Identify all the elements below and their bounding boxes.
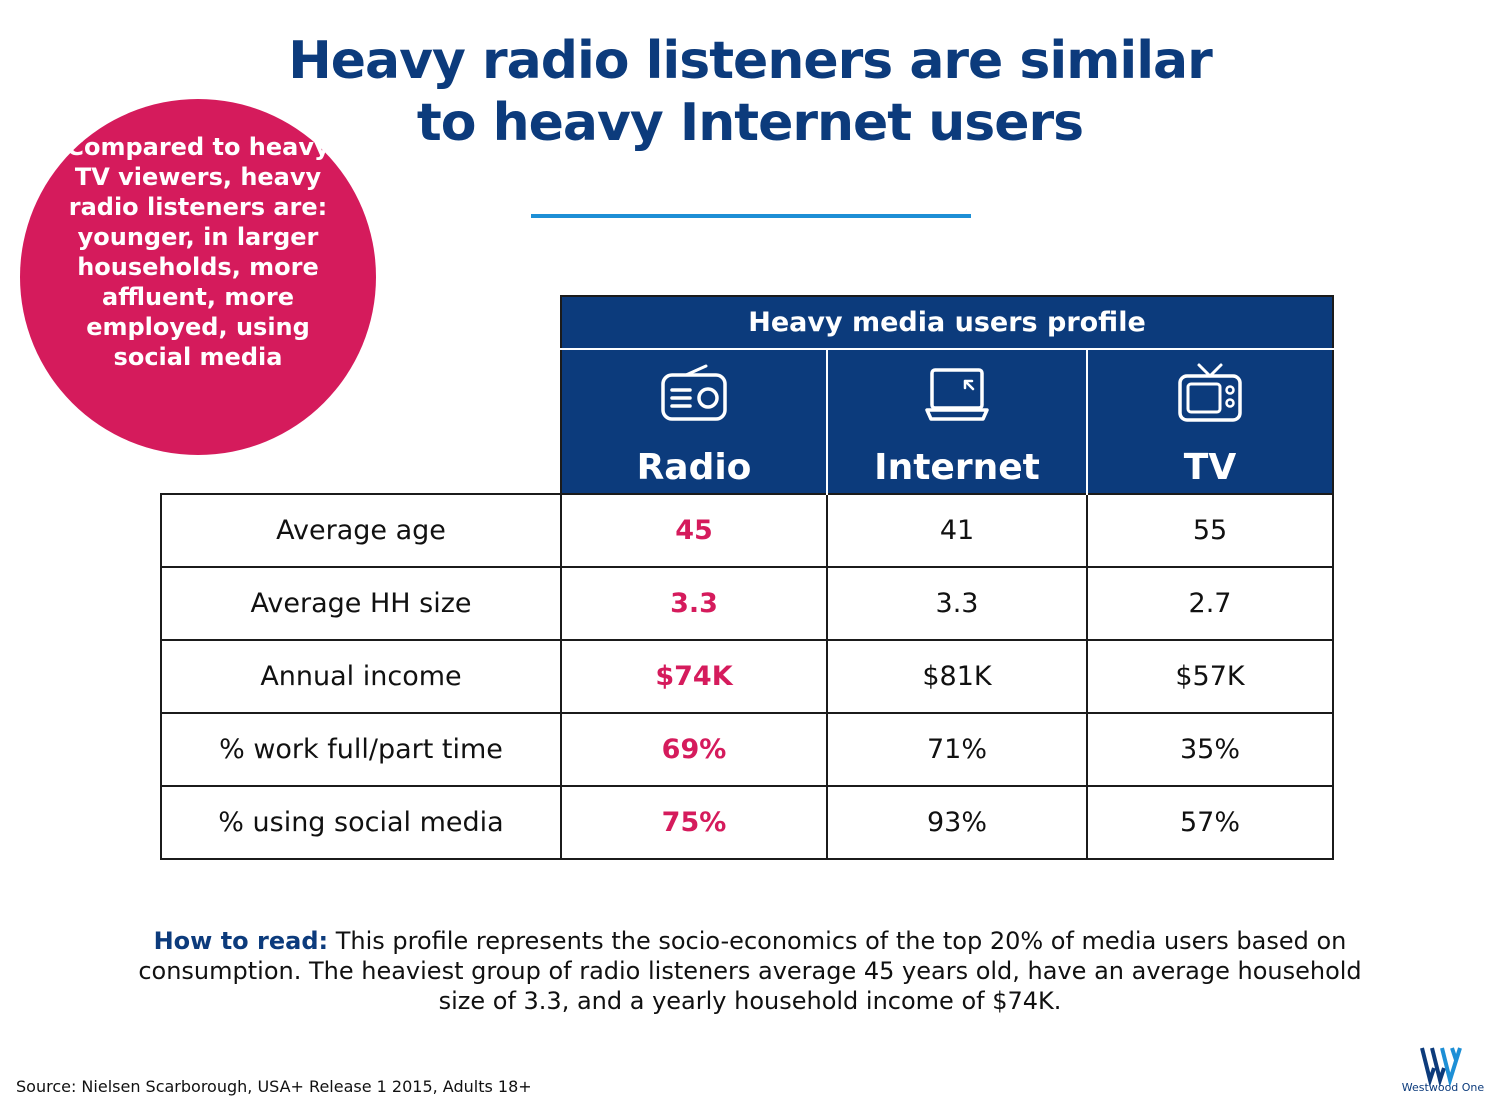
table-row: % using social media 75% 93% 57% — [160, 785, 1334, 860]
westwood-one-logo-icon — [1420, 1047, 1462, 1088]
column-header-tv: TV — [1086, 349, 1334, 494]
cell-tv: $57K — [1086, 639, 1334, 714]
blank-cell — [161, 296, 561, 349]
tv-icon — [1178, 363, 1242, 422]
page-title: Heavy radio listeners are similar to hea… — [0, 30, 1489, 154]
cell-radio: 45 — [560, 493, 828, 568]
cell-radio: 69% — [560, 712, 828, 787]
column-label-internet: Internet — [874, 447, 1040, 488]
column-header-internet: Internet — [826, 349, 1088, 494]
source-note: Source: Nielsen Scarborough, USA+ Releas… — [16, 1077, 532, 1096]
row-label: Average age — [160, 493, 562, 568]
cell-radio: $74K — [560, 639, 828, 714]
cell-radio: 3.3 — [560, 566, 828, 641]
row-label: % using social media — [160, 785, 562, 860]
title-underline — [531, 214, 971, 218]
cell-internet: 41 — [826, 493, 1088, 568]
cell-internet: 93% — [826, 785, 1088, 860]
how-to-read-text: This profile represents the socio-econom… — [138, 927, 1362, 1015]
column-header-radio: Radio — [560, 349, 828, 494]
row-label: % work full/part time — [160, 712, 562, 787]
logo-text: Westwood One — [1401, 1081, 1485, 1094]
blank-cell — [161, 349, 561, 494]
radio-icon — [661, 364, 727, 421]
cell-tv: 2.7 — [1086, 566, 1334, 641]
how-to-read: How to read: This profile represents the… — [130, 926, 1370, 1016]
table-row: Annual income $74K $81K $57K — [160, 639, 1334, 714]
cell-internet: 71% — [826, 712, 1088, 787]
cell-tv: 55 — [1086, 493, 1334, 568]
row-label: Average HH size — [160, 566, 562, 641]
cell-radio: 75% — [560, 785, 828, 860]
table-title: Heavy media users profile — [560, 295, 1334, 350]
row-label: Annual income — [160, 639, 562, 714]
title-line-2: to heavy Internet users — [416, 93, 1084, 153]
column-label-radio: Radio — [636, 447, 752, 488]
title-line-1: Heavy radio listeners are similar — [288, 31, 1213, 91]
how-to-read-lead: How to read: — [153, 927, 329, 955]
laptop-icon — [925, 368, 989, 421]
column-label-tv: TV — [1183, 447, 1237, 488]
cell-internet: $81K — [826, 639, 1088, 714]
cell-tv: 57% — [1086, 785, 1334, 860]
table-row: Average age 45 41 55 — [160, 493, 1334, 568]
profile-table: Heavy media users profile Radio — [160, 295, 1334, 860]
table-row: Average HH size 3.3 3.3 2.7 — [160, 566, 1334, 641]
callout-text: Compared to heavy TV viewers, heavy radi… — [66, 133, 330, 371]
table-row: % work full/part time 69% 71% 35% — [160, 712, 1334, 787]
cell-internet: 3.3 — [826, 566, 1088, 641]
callout-bubble: Compared to heavy TV viewers, heavy radi… — [20, 99, 376, 455]
cell-tv: 35% — [1086, 712, 1334, 787]
